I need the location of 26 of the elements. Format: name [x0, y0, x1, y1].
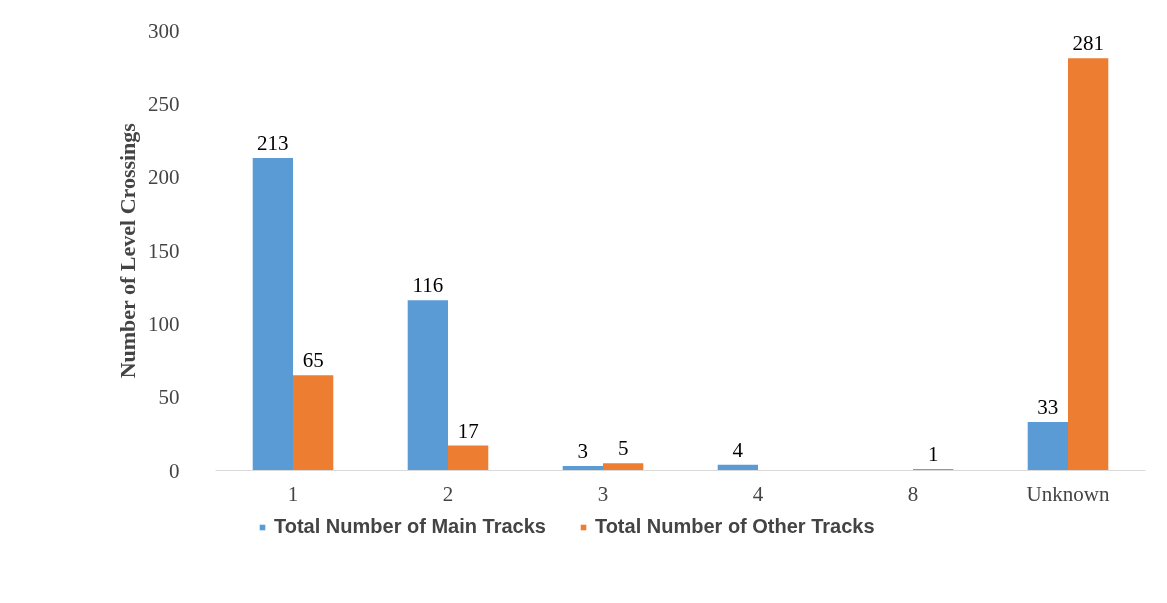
data-label: 1: [927, 442, 939, 467]
x-tick-label: 8: [907, 481, 919, 506]
data-label: 17: [457, 418, 479, 443]
y-tick-label: 100: [148, 311, 180, 336]
x-tick-label: 2: [442, 481, 454, 506]
y-axis-title: Number of Level Crossings: [115, 122, 140, 379]
data-label: 33: [1037, 395, 1059, 420]
data-label: 116: [412, 273, 444, 298]
data-label: 213: [257, 131, 289, 156]
y-tick-label: 50: [158, 385, 180, 410]
data-label: 65: [302, 348, 324, 373]
data-label: 281: [1072, 31, 1104, 56]
x-tick-label: Unknown: [1026, 481, 1110, 506]
y-tick-label: 0: [169, 458, 180, 483]
legend-label: Total Number of Main Tracks: [274, 515, 546, 538]
y-tick-label: 250: [148, 91, 180, 116]
y-tick-label: 150: [148, 238, 180, 263]
x-tick-label: 1: [287, 481, 299, 506]
legend-label: Total Number of Other Tracks: [594, 515, 875, 538]
data-label: 5: [617, 436, 629, 461]
x-tick-label: 4: [752, 481, 764, 506]
y-tick-label: 200: [148, 165, 180, 190]
y-tick-label: 300: [148, 18, 180, 43]
x-tick-label: 3: [597, 481, 609, 506]
data-label: 4: [732, 437, 744, 462]
data-label: 3: [577, 439, 589, 464]
